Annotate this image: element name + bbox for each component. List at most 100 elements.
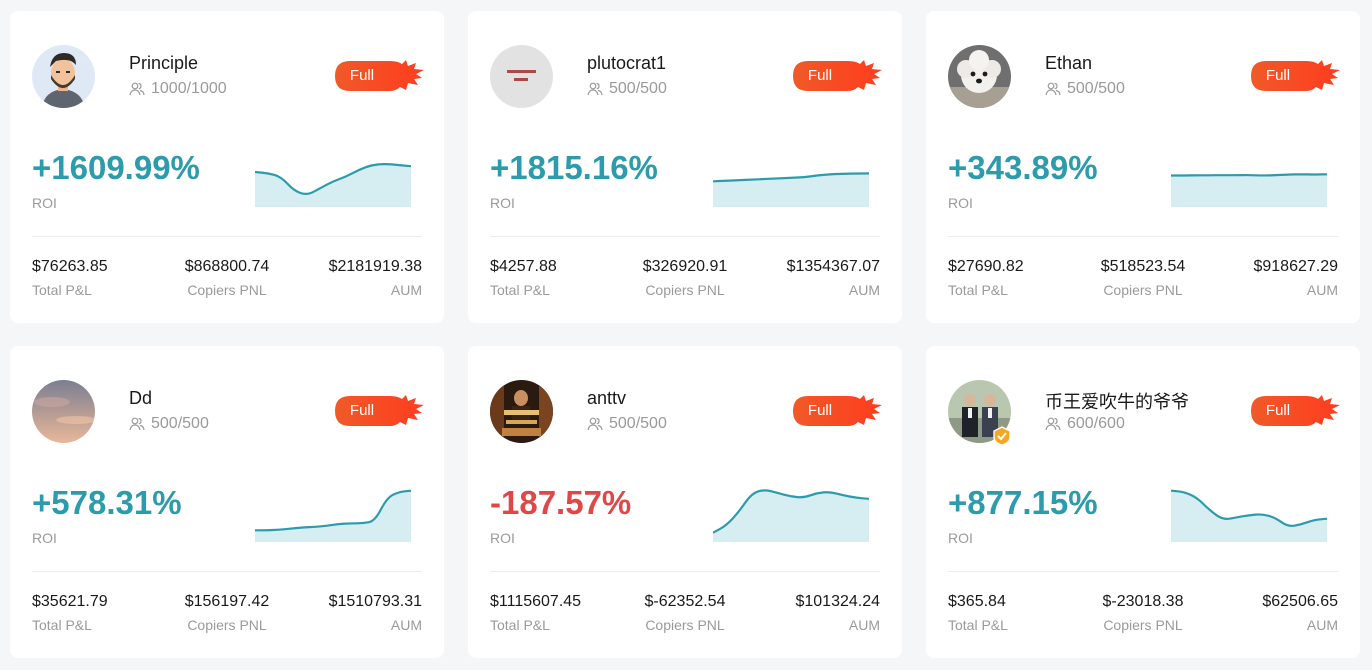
followers-value: 500/500: [609, 80, 667, 97]
trader-card[interactable]: Principle 1000/1000 Full +1609.99% ROI $76263…: [10, 11, 444, 323]
aum-label: AUM: [1306, 617, 1338, 633]
sparkline-area: [713, 490, 869, 542]
roi-label: ROI: [490, 195, 515, 211]
trader-card[interactable]: Ethan 500/500 Full +343.89% ROI $27690.82 Tota…: [926, 11, 1360, 323]
trader-name[interactable]: 币王爱吹牛的爷爷: [1045, 392, 1189, 412]
sparkline-line: [712, 489, 870, 534]
copiers-pnl-value: $-23018.38: [1102, 593, 1184, 610]
full-badge[interactable]: Full: [1248, 58, 1340, 94]
roi-label: ROI: [32, 195, 57, 211]
copiers-pnl-value: $-62352.54: [644, 593, 726, 610]
trader-card[interactable]: 币王爱吹牛的爷爷 600/600 Full +877.15% ROI $365.84 Tot…: [926, 346, 1360, 658]
copiers-pnl-label: Copiers PNL: [1103, 282, 1183, 298]
divider: [32, 571, 422, 572]
total-pnl-value: $4257.88: [490, 258, 557, 275]
full-badge[interactable]: Full: [1248, 393, 1340, 429]
aum-label: AUM: [390, 617, 422, 633]
full-badge[interactable]: Full: [790, 58, 882, 94]
trader-name[interactable]: Ethan: [1045, 53, 1093, 73]
white-dog-avatar[interactable]: [948, 45, 1011, 108]
full-badge-label: Full: [349, 402, 375, 419]
total-pnl-value: $35621.79: [32, 593, 108, 610]
copiers-pnl-label: Copiers PNL: [645, 617, 725, 633]
text-image-avatar[interactable]: [490, 45, 553, 108]
total-pnl-value: $27690.82: [948, 258, 1024, 275]
total-pnl-value: $1115607.45: [490, 593, 582, 610]
roi-sparkline: [1171, 151, 1328, 207]
full-badge[interactable]: Full: [332, 393, 424, 429]
copiers-pnl-value: $518523.54: [1100, 258, 1186, 275]
trader-name[interactable]: Dd: [129, 388, 153, 408]
total-pnl: $4257.88 Total P&L: [490, 257, 557, 299]
followers-icon: [1045, 417, 1061, 431]
total-pnl-label: Total P&L: [490, 282, 550, 298]
aum-label: AUM: [848, 282, 880, 298]
aum-value: $1354367.07: [786, 258, 880, 275]
copiers-pnl-label: Copiers PNL: [1103, 617, 1183, 633]
sparkline-line: [1170, 489, 1328, 527]
roi-label: ROI: [948, 195, 973, 211]
roi-value: +1815.16%: [490, 149, 658, 186]
copiers-pnl-label: Copiers PNL: [187, 282, 267, 298]
roi-value: +1609.99%: [32, 149, 200, 186]
total-pnl-label: Total P&L: [948, 617, 1008, 633]
aum-label: AUM: [390, 282, 422, 298]
followers-value: 500/500: [609, 415, 667, 432]
roi-sparkline: [254, 151, 412, 207]
aum-value: $101324.24: [795, 593, 880, 610]
followers-value: 500/500: [1067, 80, 1125, 97]
sparkline-line: [1171, 173, 1328, 177]
full-badge[interactable]: Full: [790, 393, 882, 429]
copiers-pnl-value: $326920.91: [642, 258, 728, 275]
total-pnl-label: Total P&L: [490, 617, 550, 633]
roi-sparkline: [712, 486, 870, 542]
copiers-pnl: $326920.91 Copiers PNL: [468, 257, 902, 300]
cartoon-man-avatar[interactable]: [32, 45, 95, 108]
copiers-pnl-value: $156197.42: [184, 593, 270, 610]
full-badge[interactable]: Full: [332, 58, 424, 94]
aum: $2181919.38 AUM: [329, 257, 422, 299]
full-badge-label: Full: [1265, 402, 1291, 419]
trader-card[interactable]: anttv 500/500 Full -187.57% ROI $1115607.45 To…: [468, 346, 902, 658]
sparkline-area: [713, 173, 869, 207]
followers-count: 500/500: [587, 80, 667, 98]
followers-count: 600/600: [1045, 415, 1125, 433]
sparkline-line: [255, 489, 412, 532]
total-pnl: $27690.82 Total P&L: [948, 257, 1024, 299]
divider: [948, 236, 1338, 237]
trader-card[interactable]: plutocrat1 500/500 Full +1815.16% ROI $4257.8…: [468, 11, 902, 323]
divider: [490, 236, 880, 237]
followers-value: 1000/1000: [151, 80, 227, 97]
trader-name[interactable]: anttv: [587, 388, 627, 408]
total-pnl: $365.84 Total P&L: [948, 592, 1008, 634]
followers-count: 500/500: [1045, 80, 1125, 98]
aum-value: $2181919.38: [328, 258, 422, 275]
full-badge-label: Full: [807, 67, 833, 84]
aum-value: $62506.65: [1262, 593, 1338, 610]
total-pnl-label: Total P&L: [948, 282, 1008, 298]
sparkline-area: [255, 164, 411, 207]
trader-card[interactable]: Dd 500/500 Full +578.31% ROI $35621.79 Total P…: [10, 346, 444, 658]
trader-name[interactable]: Principle: [129, 53, 199, 73]
total-pnl-label: Total P&L: [32, 617, 92, 633]
roi-sparkline: [255, 486, 412, 542]
copiers-pnl: $156197.42 Copiers PNL: [10, 592, 444, 635]
movie-poster-avatar[interactable]: [490, 380, 553, 443]
total-pnl-value: $76263.85: [32, 258, 108, 275]
aum-value: $918627.29: [1253, 258, 1338, 275]
aum: $101324.24 AUM: [795, 592, 880, 634]
aum-value: $1510793.31: [328, 593, 422, 610]
verified-badge-icon: [992, 426, 1012, 446]
roi-value: +877.15%: [948, 484, 1098, 521]
trader-name[interactable]: plutocrat1: [587, 53, 667, 73]
copiers-pnl: $868800.74 Copiers PNL: [10, 257, 444, 300]
followers-value: 500/500: [151, 415, 209, 432]
roi-sparkline: [1170, 486, 1328, 542]
aum: $918627.29 AUM: [1253, 257, 1338, 299]
copiers-pnl-label: Copiers PNL: [187, 617, 267, 633]
roi-value: +343.89%: [948, 149, 1098, 186]
copiers-pnl-label: Copiers PNL: [645, 282, 725, 298]
divider: [32, 236, 422, 237]
sunset-sky-avatar[interactable]: [32, 380, 95, 443]
copiers-pnl: $-62352.54 Copiers PNL: [468, 592, 902, 635]
